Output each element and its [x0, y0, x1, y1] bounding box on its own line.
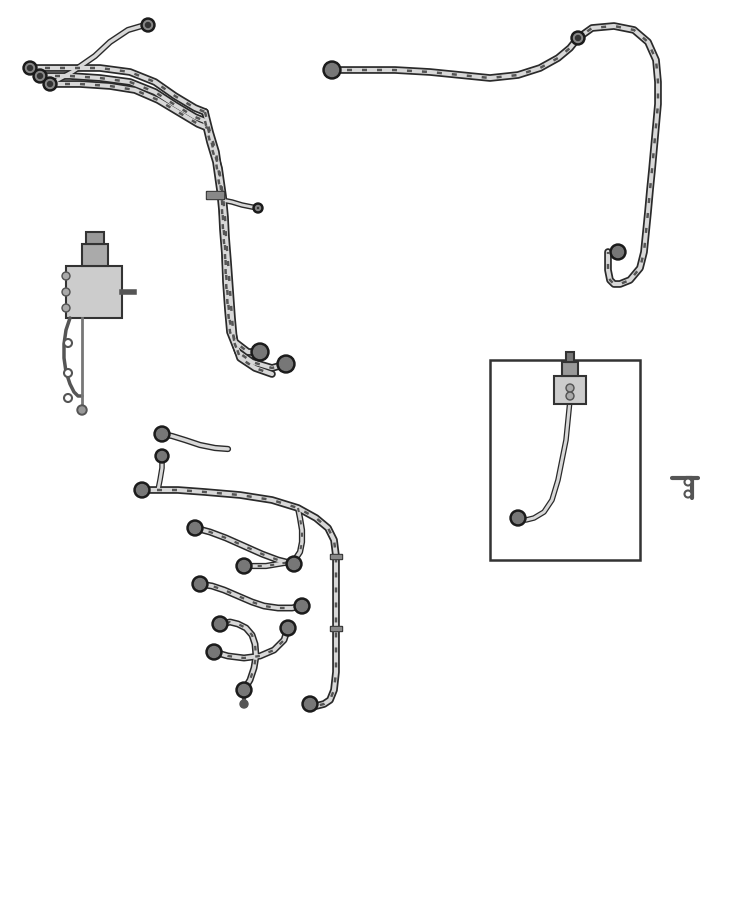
Bar [86, 232, 104, 244]
Bar [562, 362, 578, 376]
Circle shape [566, 384, 574, 392]
Bar [566, 352, 574, 362]
Circle shape [568, 393, 573, 399]
Circle shape [286, 556, 302, 572]
Bar [206, 191, 224, 199]
Circle shape [208, 646, 219, 658]
Circle shape [154, 426, 170, 442]
Circle shape [62, 288, 70, 296]
Circle shape [685, 479, 691, 485]
Circle shape [62, 304, 70, 312]
Circle shape [613, 247, 623, 257]
Bar [330, 626, 342, 631]
Circle shape [64, 290, 68, 294]
Circle shape [187, 520, 203, 536]
Circle shape [576, 35, 580, 40]
Circle shape [206, 644, 222, 660]
Circle shape [296, 600, 308, 611]
Circle shape [258, 208, 259, 209]
Bar [330, 554, 342, 559]
Circle shape [510, 510, 526, 526]
Circle shape [25, 64, 35, 73]
Circle shape [240, 700, 248, 708]
Circle shape [47, 82, 53, 86]
Circle shape [214, 618, 225, 629]
Circle shape [253, 203, 263, 213]
Circle shape [239, 685, 250, 696]
Circle shape [568, 385, 573, 391]
Circle shape [77, 405, 87, 415]
Circle shape [141, 18, 155, 32]
Circle shape [190, 523, 201, 534]
Bar [554, 376, 586, 404]
Circle shape [23, 61, 37, 75]
Circle shape [277, 355, 295, 373]
Circle shape [158, 452, 167, 461]
Circle shape [282, 623, 293, 634]
Circle shape [294, 598, 310, 614]
Circle shape [145, 22, 150, 28]
Circle shape [566, 392, 574, 400]
Circle shape [236, 682, 252, 698]
Circle shape [571, 31, 585, 45]
Bar [331, 626, 341, 629]
Circle shape [27, 66, 33, 70]
Circle shape [302, 696, 318, 712]
Circle shape [685, 491, 691, 498]
Circle shape [36, 71, 44, 80]
Bar [66, 266, 122, 318]
Circle shape [33, 69, 47, 83]
Circle shape [79, 407, 85, 413]
Circle shape [279, 357, 293, 371]
Circle shape [64, 339, 72, 347]
Circle shape [323, 61, 341, 79]
Circle shape [239, 561, 250, 572]
Circle shape [136, 484, 147, 496]
Circle shape [305, 698, 316, 709]
Circle shape [192, 576, 208, 592]
Circle shape [513, 512, 523, 524]
Circle shape [64, 369, 72, 377]
Circle shape [251, 343, 269, 361]
Circle shape [144, 21, 153, 30]
Circle shape [212, 616, 228, 632]
Circle shape [64, 274, 68, 278]
Circle shape [64, 394, 72, 402]
Bar [331, 554, 341, 557]
Circle shape [43, 77, 57, 91]
Circle shape [134, 482, 150, 498]
Circle shape [64, 305, 68, 310]
Circle shape [256, 205, 261, 211]
Circle shape [610, 244, 626, 260]
Bar [82, 244, 108, 266]
Bar [207, 192, 223, 198]
Circle shape [280, 620, 296, 636]
Circle shape [574, 33, 582, 42]
Circle shape [288, 559, 299, 570]
Circle shape [156, 428, 167, 439]
Circle shape [253, 346, 267, 358]
Circle shape [325, 64, 339, 76]
Circle shape [155, 449, 169, 463]
Circle shape [194, 579, 205, 590]
Circle shape [45, 79, 55, 88]
Circle shape [236, 558, 252, 574]
Bar [490, 360, 640, 560]
Circle shape [62, 272, 70, 280]
Circle shape [38, 74, 42, 78]
